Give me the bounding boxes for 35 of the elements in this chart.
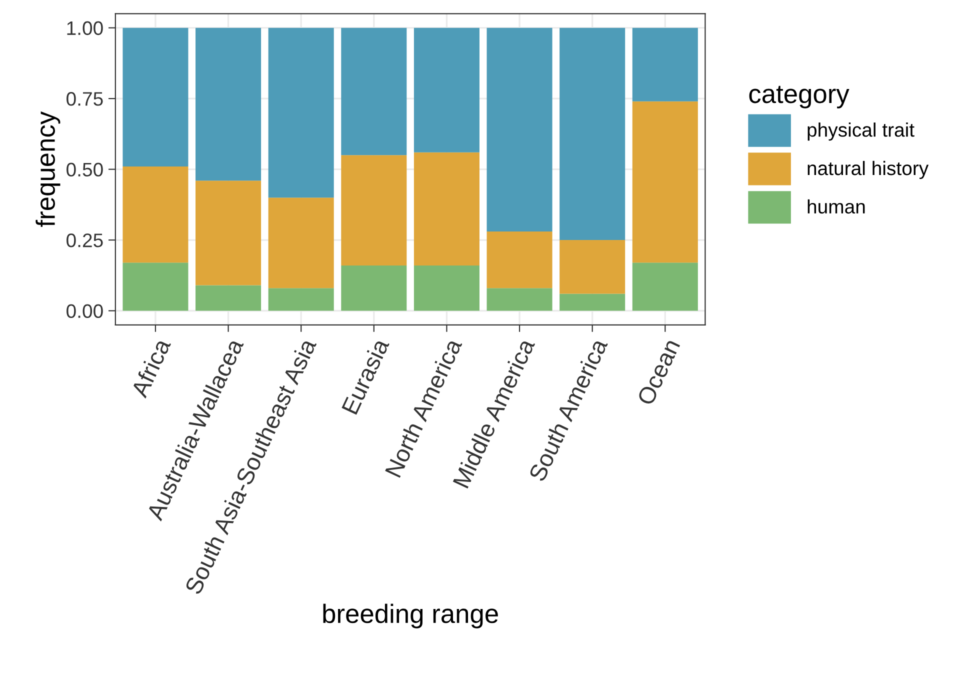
bar bbox=[268, 288, 334, 311]
bar bbox=[486, 232, 552, 288]
bar bbox=[632, 28, 698, 102]
legend-label: physical trait bbox=[808, 122, 914, 141]
legend-label: human bbox=[808, 199, 865, 214]
bar bbox=[560, 28, 626, 240]
y-tick-label: 0.00 bbox=[66, 304, 103, 318]
y-axis-title: frequency bbox=[36, 111, 60, 227]
bar bbox=[414, 28, 480, 152]
bar bbox=[341, 155, 407, 266]
bar bbox=[486, 28, 552, 232]
legend-label: natural history bbox=[808, 160, 929, 180]
bar bbox=[122, 28, 188, 166]
y-tick-label: 0.75 bbox=[66, 92, 103, 106]
bar bbox=[196, 28, 262, 181]
bar bbox=[414, 265, 480, 311]
bar bbox=[560, 240, 626, 294]
x-axis-title: breeding range bbox=[323, 604, 498, 628]
y-tick-label: 0.50 bbox=[66, 162, 103, 177]
y-tick-label: 1.00 bbox=[67, 21, 103, 36]
bar bbox=[632, 262, 698, 311]
bar bbox=[268, 198, 334, 288]
bar bbox=[122, 166, 188, 263]
legend-title: category bbox=[749, 86, 850, 108]
bar bbox=[414, 152, 480, 266]
bar bbox=[196, 285, 262, 311]
bar bbox=[268, 28, 334, 198]
bar bbox=[196, 180, 262, 286]
bar bbox=[122, 262, 188, 311]
y-tick-label: 0.25 bbox=[66, 233, 103, 248]
bar bbox=[486, 288, 552, 311]
bar bbox=[560, 294, 626, 311]
bar bbox=[341, 265, 407, 311]
bar bbox=[632, 101, 698, 263]
bar bbox=[341, 28, 407, 156]
